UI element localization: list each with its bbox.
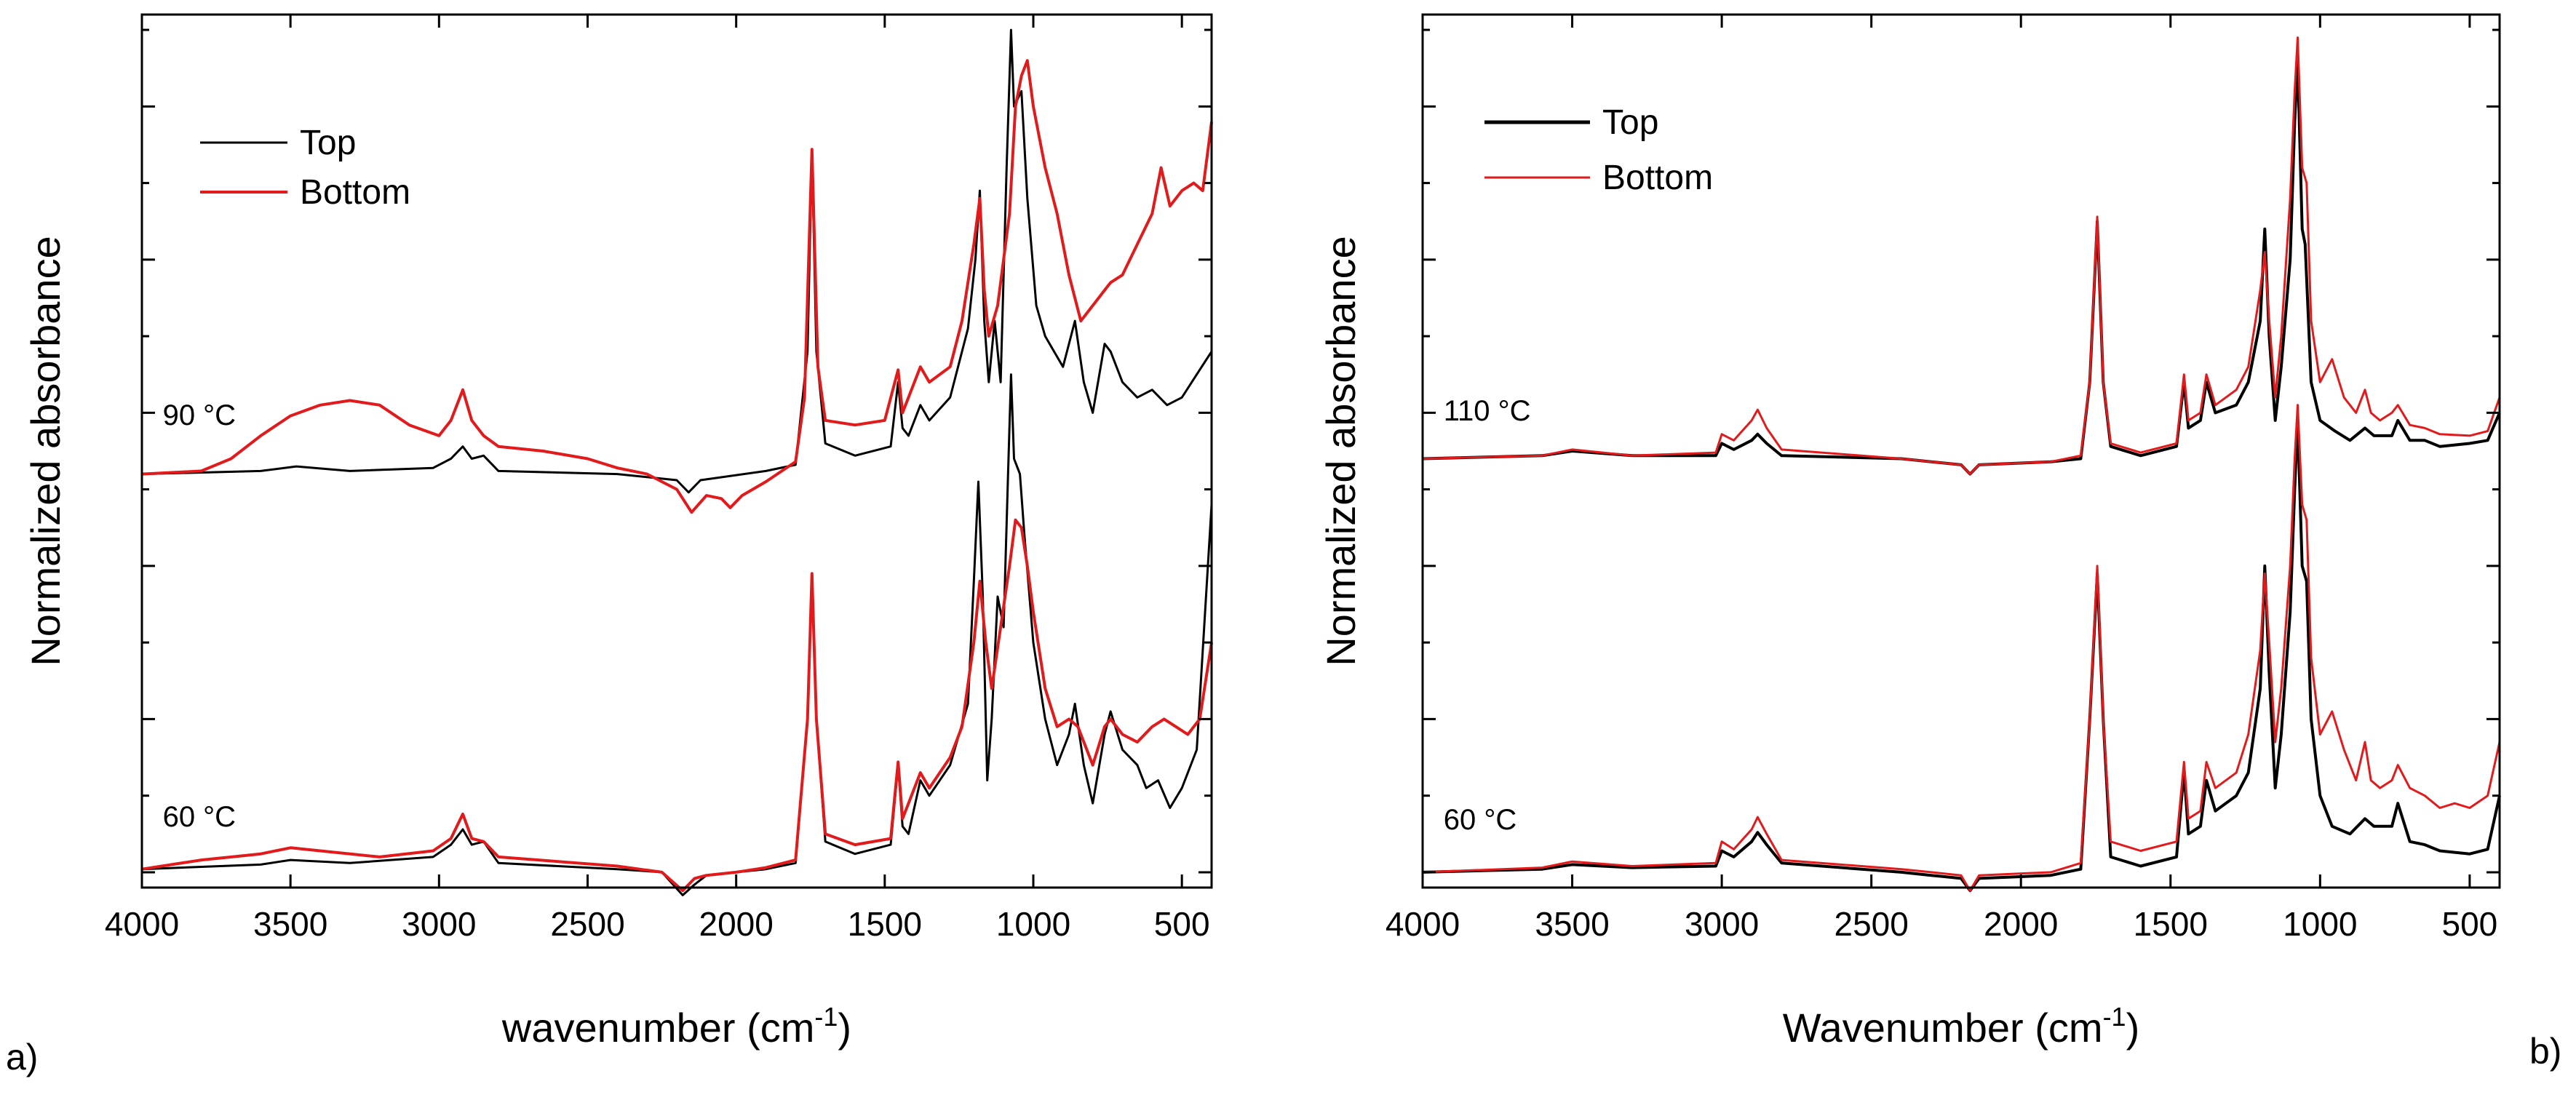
panel-b-label: b) [2529, 1031, 2561, 1072]
legend-label-top: Top [1602, 103, 1658, 142]
panel-a-plot-frame [140, 13, 1213, 889]
panel-b-ticks: 4000 3500 3000 2500 2000 1500 1000 500 110 °C 60 … [1386, 15, 2500, 943]
x-tick-label: 1500 [848, 905, 922, 943]
x-tick-label: 3500 [1535, 905, 1609, 943]
x-tick-label: 3000 [1685, 905, 1759, 943]
temperature-label: 110 °C [1444, 395, 1531, 427]
x-tick-label: 2000 [699, 905, 773, 943]
panel-a-legend: Top Bottom [200, 124, 410, 212]
x-tick-label: 2500 [550, 905, 624, 943]
series-line-bottom-90c [141, 59, 1213, 514]
legend-label-top: Top [300, 124, 356, 162]
panel-a-x-axis-title: wavenumber (cm-1) [501, 1002, 851, 1051]
x-tick-label: 2000 [1984, 905, 2058, 943]
x-tick-label: 1000 [2283, 905, 2357, 943]
legend-label-bottom: Bottom [300, 173, 410, 212]
series-line-bottom-110c [1422, 36, 2501, 476]
panel-b-x-axis-title: Wavenumber (cm-1) [1783, 1002, 2139, 1051]
panel-b-series [1422, 36, 2501, 893]
panel-b-y-axis-title: Normalized absorbance [1318, 236, 1364, 666]
x-tick-label: 3500 [253, 905, 327, 943]
x-tick-label: 4000 [1386, 905, 1460, 943]
temperature-label: 60 °C [1444, 804, 1517, 836]
legend-label-bottom: Bottom [1602, 159, 1713, 197]
x-tick-label: 4000 [105, 905, 179, 943]
temperature-label: 60 °C [163, 801, 236, 833]
panel-b: 4000 3500 3000 2500 2000 1500 1000 500 110 °C 60 … [1318, 13, 2561, 1072]
x-tick-label: 3000 [402, 905, 476, 943]
series-line-top-90c [141, 28, 1213, 494]
temperature-label: 90 °C [163, 399, 236, 431]
panel-a: 4000 3500 3000 2500 2000 1500 1000 500 90 °C 60 °… [6, 13, 1213, 1077]
x-tick-label: 1500 [2134, 905, 2208, 943]
x-tick-label: 1000 [996, 905, 1070, 943]
x-tick-label: 2500 [1834, 905, 1908, 943]
panel-b-legend: Top Bottom [1484, 103, 1713, 197]
series-line-bottom-60c [1422, 404, 2501, 892]
series-line-top-60c [1422, 418, 2501, 893]
panel-b-plot-frame [1421, 13, 2501, 889]
series-line-bottom-60c [141, 518, 1213, 893]
panel-a-series [141, 28, 1213, 896]
series-line-top-60c [141, 373, 1213, 896]
series-line-top-110c [1422, 59, 2501, 476]
x-tick-label: 500 [2442, 905, 2498, 943]
panel-a-label: a) [6, 1037, 38, 1077]
panel-a-ticks: 4000 3500 3000 2500 2000 1500 1000 500 90 °C 60 °… [105, 15, 1212, 943]
x-tick-label: 500 [1154, 905, 1210, 943]
panel-a-y-axis-title: Normalized absorbance [23, 236, 68, 666]
